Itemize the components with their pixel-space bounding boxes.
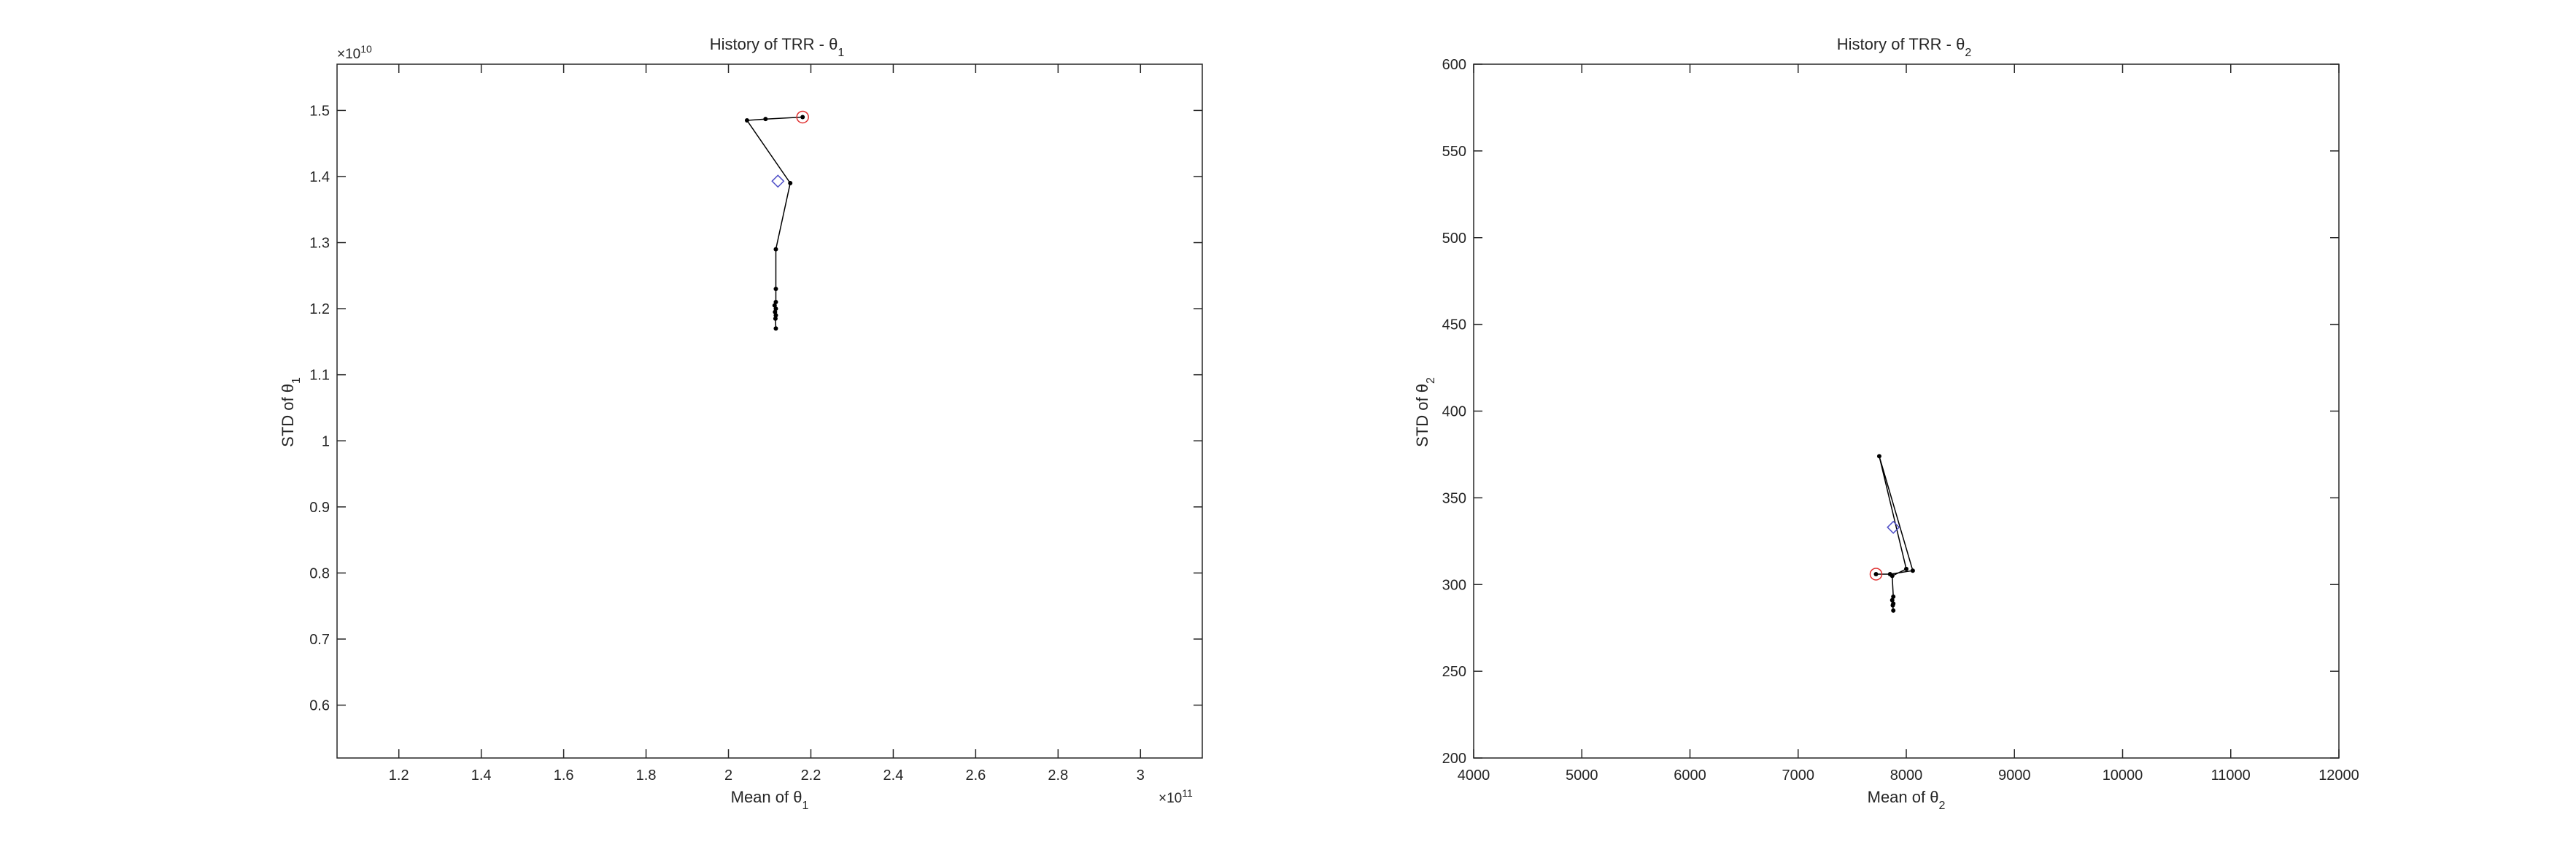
x-tick-label: 1.2 — [389, 767, 409, 784]
data-point — [744, 117, 749, 123]
panel-theta1-ylabel: STD of θ1 — [279, 377, 303, 447]
x-tick-label: 4000 — [1458, 767, 1490, 784]
panel-theta1-xlabel: Mean of θ1 — [731, 788, 809, 812]
data-point — [1891, 608, 1896, 613]
panel-theta2-plot — [1869, 454, 1915, 613]
panel-theta1-x-exponent: ×1011 — [1159, 787, 1193, 806]
start-marker-center — [800, 115, 805, 119]
y-tick-label: 400 — [1442, 404, 1466, 420]
y-tick-label: 600 — [1442, 57, 1466, 73]
data-point — [773, 300, 778, 305]
panel-theta1-yticks: 0.6 0.7 0.8 0.9 1 1.1 1.2 1.3 1.4 1.5 — [309, 103, 1202, 714]
panel-theta1-title: History of TRR - θ1 — [710, 35, 845, 59]
x-tick-label: 2.4 — [883, 767, 904, 784]
x-tick-label: 8000 — [1890, 767, 1923, 784]
data-point — [1890, 573, 1895, 579]
data-point — [1890, 597, 1895, 603]
data-point — [788, 181, 793, 186]
y-tick-label: 300 — [1442, 577, 1466, 593]
panel-theta1-axes — [336, 63, 1203, 759]
mean-marker — [771, 174, 785, 188]
x-tick-label: 7000 — [1782, 767, 1815, 784]
x-tick-label: 1.6 — [554, 767, 574, 784]
data-point — [773, 286, 778, 291]
panel-theta2-ylabel: STD of θ2 — [1413, 377, 1437, 447]
y-tick-label: 1 — [322, 433, 330, 449]
mean-marker — [1887, 520, 1900, 534]
x-tick-label: 12000 — [2318, 767, 2359, 784]
y-tick-label: 500 — [1442, 231, 1466, 247]
y-tick-label: 1.4 — [309, 169, 330, 185]
y-tick-label: 250 — [1442, 664, 1466, 680]
x-tick-label: 9000 — [1998, 767, 2031, 784]
data-point — [1876, 454, 1881, 459]
y-tick-label: 0.8 — [309, 565, 330, 581]
data-point — [773, 326, 778, 331]
x-tick-label: 11000 — [2211, 767, 2251, 784]
data-point — [1891, 594, 1896, 599]
panel-theta2-yticks: 200 250 300 350 400 450 500 550 600 — [1442, 57, 2339, 767]
x-tick-label: 10000 — [2103, 767, 2143, 784]
panel-theta2-xlabel: Mean of θ2 — [1868, 788, 1946, 812]
panel-theta1: History of TRR - θ1 1.2 1.4 1.6 1.8 2 2.2 2.4 2… — [279, 35, 1203, 812]
x-tick-label: 2 — [724, 767, 732, 784]
y-tick-label: 200 — [1442, 751, 1466, 767]
data-point — [773, 306, 778, 312]
data-point — [773, 316, 778, 321]
y-tick-label: 0.6 — [309, 698, 330, 714]
data-point — [1910, 568, 1915, 573]
data-point — [773, 247, 778, 252]
start-marker — [796, 110, 809, 124]
y-tick-label: 550 — [1442, 144, 1466, 160]
start-marker — [1869, 568, 1883, 581]
x-tick-label: 2.8 — [1048, 767, 1068, 784]
y-tick-label: 0.9 — [309, 500, 330, 516]
x-tick-label: 2.6 — [965, 767, 986, 784]
y-tick-label: 350 — [1442, 490, 1466, 506]
data-point — [1890, 603, 1895, 608]
data-point — [763, 117, 768, 122]
y-tick-label: 1.2 — [309, 301, 330, 317]
panel-theta2-title: History of TRR - θ2 — [1837, 35, 1972, 59]
start-marker-center — [1873, 572, 1878, 576]
panel-theta2: History of TRR - θ2 4000 5000 6000 7000 8000… — [1413, 35, 2359, 812]
data-point — [772, 303, 777, 308]
data-point — [773, 309, 778, 314]
panel-theta1-y-exponent: ×1010 — [337, 43, 372, 62]
data-point — [773, 313, 778, 318]
panel-theta1-plot — [744, 110, 809, 331]
x-tick-label: 3 — [1137, 767, 1145, 784]
x-tick-label: 1.8 — [636, 767, 657, 784]
x-tick-label: 5000 — [1566, 767, 1598, 784]
panel-theta1-xticks: 1.2 1.4 1.6 1.8 2 2.2 2.4 2.6 2.8 3 — [389, 64, 1145, 784]
x-tick-label: 2.2 — [801, 767, 821, 784]
x-tick-label: 1.4 — [471, 767, 492, 784]
y-tick-label: 1.3 — [309, 236, 330, 252]
x-tick-label: 6000 — [1674, 767, 1706, 784]
y-tick-label: 1.5 — [309, 103, 330, 119]
data-point — [1904, 566, 1908, 571]
y-tick-label: 0.7 — [309, 632, 330, 648]
panel-theta2-xticks: 4000 5000 6000 7000 8000 9000 10000 11000 12000 — [1458, 64, 2359, 784]
y-tick-label: 450 — [1442, 317, 1466, 333]
y-tick-label: 1.1 — [309, 368, 330, 384]
